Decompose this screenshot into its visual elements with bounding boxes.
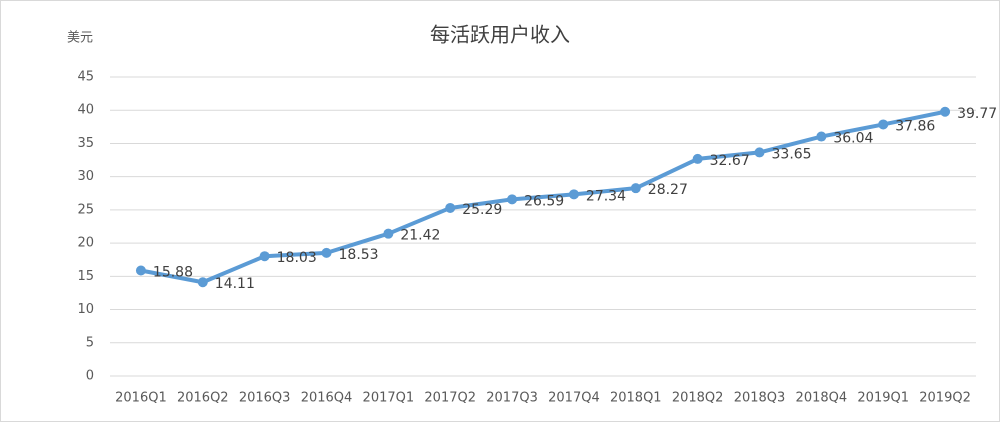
line [140,109,946,285]
x-tick-label: 2017Q4 [548,391,600,406]
y-tick-label: 40 [77,103,94,118]
data-label: 21.42 [400,228,440,244]
data-label: 28.27 [648,182,688,198]
x-tick-label: 2018Q2 [672,391,724,406]
marker [692,153,703,164]
x-tick-label: 2016Q4 [301,391,353,406]
y-tick-label: 0 [86,369,94,384]
y-tick-label: 5 [86,335,94,350]
y-tick-label: 25 [77,202,94,217]
x-tick-label: 2017Q1 [363,391,415,406]
x-tick-label: 2017Q3 [486,391,538,406]
marker [321,247,332,258]
y-tick-label: 15 [77,269,94,284]
data-label: 25.29 [462,202,502,218]
marker [878,119,889,130]
y-tick-label: 35 [77,136,94,151]
x-tick-label: 2016Q2 [177,391,229,406]
x-tick-label: 2017Q2 [424,391,476,406]
x-tick-label: 2016Q3 [239,391,291,406]
x-tick-label: 2019Q2 [919,391,971,406]
data-label: 14.11 [215,276,255,292]
y-tick-label: 20 [77,236,94,251]
marker [816,131,827,142]
data-label: 18.03 [277,250,317,266]
marker [383,228,394,239]
data-label: 33.65 [772,146,812,162]
chart-title: 每活跃用户收入 [430,23,570,47]
data-label: 15.88 [153,264,193,280]
marker [568,189,579,200]
marker [940,106,951,117]
marker [507,194,518,205]
y-tick-label: 30 [77,169,94,184]
data-label: 37.86 [895,118,935,134]
x-tick-label: 2018Q3 [734,391,786,406]
data-label: 36.04 [833,131,873,147]
marker [197,277,208,288]
y-axis-label: 美元 [67,31,93,46]
y-tick-label: 10 [77,302,94,317]
marker [259,251,270,262]
data-label: 39.77 [957,106,997,122]
y-tick-label: 45 [77,70,94,85]
x-tick-label: 2019Q1 [857,391,909,406]
marker [630,183,641,194]
data-label: 32.67 [710,153,750,169]
x-tick-label: 2018Q1 [610,391,662,406]
marker [445,202,456,213]
marker [754,147,765,158]
data-label: 27.34 [586,188,626,204]
data-label: 18.53 [339,247,379,263]
x-tick-label: 2016Q1 [115,391,167,406]
marker [135,265,146,276]
data-label: 26.59 [524,193,564,209]
x-tick-label: 2018Q4 [796,391,848,406]
